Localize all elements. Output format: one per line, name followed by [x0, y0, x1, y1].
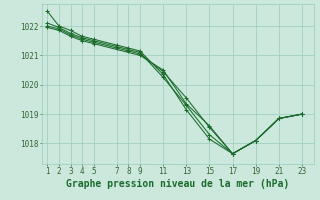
X-axis label: Graphe pression niveau de la mer (hPa): Graphe pression niveau de la mer (hPa) [66, 179, 289, 189]
